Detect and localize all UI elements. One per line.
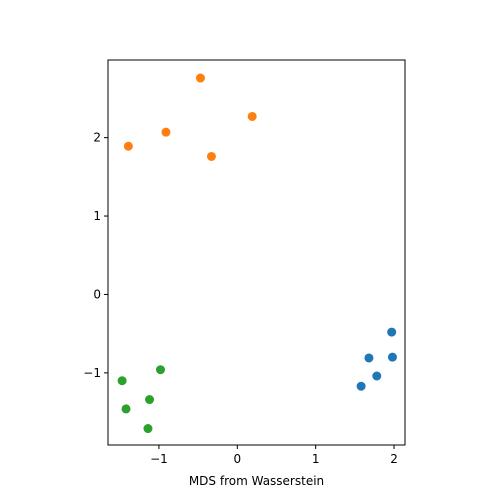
- y-tick-label: 1: [93, 209, 101, 223]
- ticks-layer: −1 0 1 2 −1 0 1 2: [83, 131, 398, 466]
- data-point-series-3: [117, 376, 127, 386]
- points-layer: [117, 73, 397, 434]
- data-point-series-2: [161, 127, 171, 137]
- data-point-series-2: [123, 141, 133, 151]
- x-tick-label: 1: [312, 452, 320, 466]
- x-tick-label: −1: [150, 452, 168, 466]
- data-point-series-3: [145, 395, 155, 405]
- data-point-series-3: [143, 424, 153, 434]
- data-point-series-2: [247, 111, 257, 121]
- data-point-series-3: [156, 365, 166, 375]
- x-tick-label: 2: [390, 452, 398, 466]
- y-tick-label: 0: [93, 287, 101, 301]
- x-tick-label: 0: [233, 452, 241, 466]
- data-point-series-2: [206, 151, 216, 161]
- y-tick-label: −1: [83, 366, 101, 380]
- data-point-series-1: [372, 371, 382, 381]
- x-axis-title: MDS from Wasserstein: [189, 474, 324, 488]
- data-point-series-1: [356, 381, 366, 391]
- y-tick-label: 2: [93, 131, 101, 145]
- data-point-series-2: [195, 73, 205, 83]
- data-point-series-1: [364, 353, 374, 363]
- data-point-series-1: [387, 352, 397, 362]
- plot-frame: [107, 59, 406, 446]
- data-point-series-3: [121, 404, 131, 414]
- data-point-series-1: [387, 327, 397, 337]
